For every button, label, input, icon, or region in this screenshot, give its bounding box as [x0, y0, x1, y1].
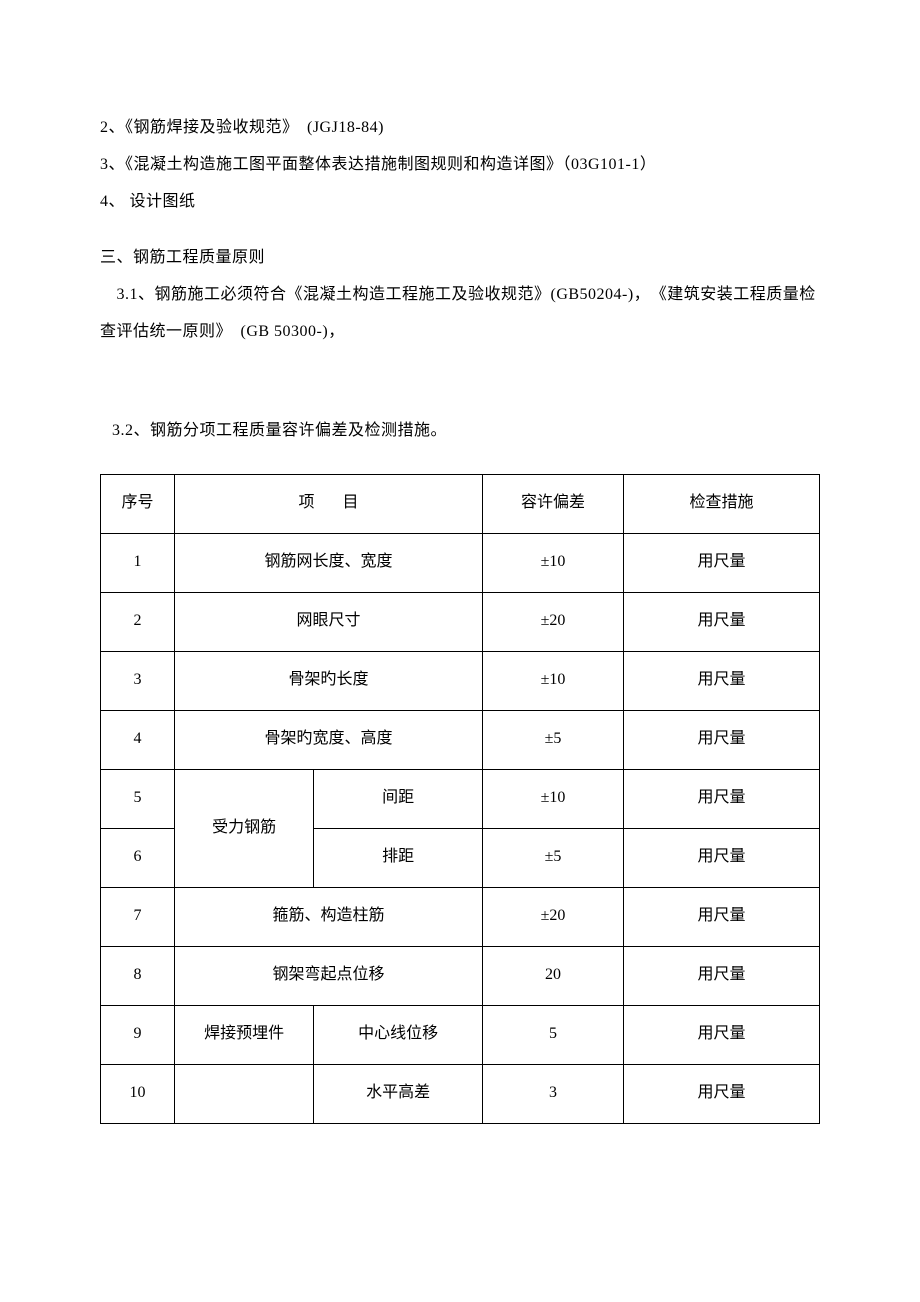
- cell-tolerance: ±20: [482, 592, 623, 651]
- table-header-row: 序号 项目 容许偏差 检查措施: [101, 474, 820, 533]
- cell-method: 用尺量: [624, 828, 820, 887]
- cell-tolerance: ±20: [482, 887, 623, 946]
- cell-item-sub: 水平高差: [314, 1064, 483, 1123]
- cell-seq: 2: [101, 592, 175, 651]
- cell-method: 用尺量: [624, 651, 820, 710]
- table-row: 3 骨架旳长度 ±10 用尺量: [101, 651, 820, 710]
- cell-item-group: 受力钢筋: [175, 769, 314, 887]
- cell-item: 箍筋、构造柱筋: [175, 887, 483, 946]
- cell-seq: 6: [101, 828, 175, 887]
- paragraph-3-2: 3.2、钢筋分项工程质量容许偏差及检测措施。: [100, 413, 820, 450]
- header-method: 检查措施: [624, 474, 820, 533]
- cell-tolerance: 3: [482, 1064, 623, 1123]
- cell-tolerance: ±5: [482, 828, 623, 887]
- cell-tolerance: ±10: [482, 769, 623, 828]
- paragraph-item-2: 2、《钢筋焊接及验收规范》 (JGJ18-84): [100, 110, 820, 147]
- header-seq: 序号: [101, 474, 175, 533]
- cell-item: 钢架弯起点位移: [175, 946, 483, 1005]
- cell-seq: 8: [101, 946, 175, 1005]
- cell-tolerance: ±10: [482, 651, 623, 710]
- header-item: 项目: [175, 474, 483, 533]
- paragraph-3-1: 3.1、钢筋施工必须符合《混凝土构造工程施工及验收规范》(GB50204-)， …: [100, 277, 820, 351]
- cell-item: 网眼尺寸: [175, 592, 483, 651]
- cell-seq: 4: [101, 710, 175, 769]
- paragraph-item-4: 4、 设计图纸: [100, 184, 820, 221]
- table-row: 2 网眼尺寸 ±20 用尺量: [101, 592, 820, 651]
- cell-tolerance: ±10: [482, 533, 623, 592]
- cell-item: 骨架旳长度: [175, 651, 483, 710]
- cell-tolerance: 20: [482, 946, 623, 1005]
- cell-item: 骨架旳宽度、高度: [175, 710, 483, 769]
- cell-seq: 9: [101, 1005, 175, 1064]
- table-row: 9 焊接预埋件 中心线位移 5 用尺量: [101, 1005, 820, 1064]
- cell-method: 用尺量: [624, 1005, 820, 1064]
- table-row: 4 骨架旳宽度、高度 ±5 用尺量: [101, 710, 820, 769]
- table-row: 5 受力钢筋 间距 ±10 用尺量: [101, 769, 820, 828]
- cell-seq: 5: [101, 769, 175, 828]
- cell-method: 用尺量: [624, 710, 820, 769]
- cell-method: 用尺量: [624, 592, 820, 651]
- header-tolerance: 容许偏差: [482, 474, 623, 533]
- cell-item-sub: 排距: [314, 828, 483, 887]
- cell-method: 用尺量: [624, 946, 820, 1005]
- cell-seq: 7: [101, 887, 175, 946]
- table-row: 7 箍筋、构造柱筋 ±20 用尺量: [101, 887, 820, 946]
- cell-item-group: [175, 1064, 314, 1123]
- cell-seq: 10: [101, 1064, 175, 1123]
- section-title: 三、钢筋工程质量原则: [100, 240, 820, 277]
- table-row: 1 钢筋网长度、宽度 ±10 用尺量: [101, 533, 820, 592]
- table-row: 8 钢架弯起点位移 20 用尺量: [101, 946, 820, 1005]
- paragraph-item-3: 3、《混凝土构造施工图平面整体表达措施制图规则和构造详图》（03G101-1）: [100, 147, 820, 184]
- cell-item: 钢筋网长度、宽度: [175, 533, 483, 592]
- cell-method: 用尺量: [624, 769, 820, 828]
- document-page: 2、《钢筋焊接及验收规范》 (JGJ18-84) 3、《混凝土构造施工图平面整体…: [0, 0, 920, 1224]
- tolerance-table: 序号 项目 容许偏差 检查措施 1 钢筋网长度、宽度 ±10 用尺量 2 网眼尺…: [100, 474, 820, 1124]
- cell-seq: 1: [101, 533, 175, 592]
- cell-method: 用尺量: [624, 533, 820, 592]
- table-row: 10 水平高差 3 用尺量: [101, 1064, 820, 1123]
- cell-seq: 3: [101, 651, 175, 710]
- cell-item-sub: 间距: [314, 769, 483, 828]
- cell-tolerance: 5: [482, 1005, 623, 1064]
- cell-tolerance: ±5: [482, 710, 623, 769]
- cell-item-group: 焊接预埋件: [175, 1005, 314, 1064]
- cell-method: 用尺量: [624, 1064, 820, 1123]
- cell-method: 用尺量: [624, 887, 820, 946]
- cell-item-sub: 中心线位移: [314, 1005, 483, 1064]
